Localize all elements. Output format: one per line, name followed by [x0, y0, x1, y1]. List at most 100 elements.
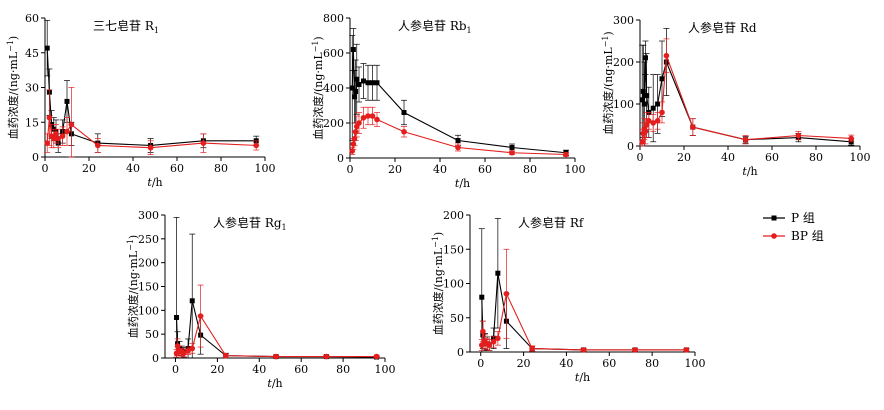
data-point: [64, 128, 70, 135]
panel-title: 人参皂苷 Rf: [518, 215, 585, 230]
data-point: [509, 145, 515, 150]
x-tick-label: 80: [336, 363, 350, 376]
data-point: [640, 88, 646, 94]
series-p: [173, 217, 380, 360]
x-tick-label: 80: [809, 151, 823, 164]
x-tick-label: 60: [602, 357, 616, 370]
series-bp: [173, 284, 380, 360]
data-point: [495, 335, 501, 342]
y-tick-label: 100: [613, 98, 634, 111]
data-point: [742, 136, 749, 143]
y-tick-label: 200: [138, 257, 159, 270]
y-axis-label: 血药浓度/(ng·mL−1): [601, 31, 615, 134]
legend-marker: [771, 215, 777, 221]
y-tick-label: 200: [323, 117, 344, 130]
y-tick-label: 100: [443, 278, 464, 291]
data-point: [174, 343, 181, 349]
data-point: [374, 116, 380, 123]
data-point: [352, 94, 357, 100]
data-point: [273, 353, 279, 360]
data-point: [46, 114, 53, 121]
x-axis-label: t/h: [575, 371, 590, 384]
data-point: [59, 133, 66, 139]
legend-item-p: P 组: [763, 211, 815, 225]
data-point: [659, 109, 665, 116]
data-point: [563, 151, 569, 158]
data-point: [55, 135, 61, 142]
y-tick-label: 100: [138, 304, 159, 317]
y-tick-label: 50: [145, 328, 159, 341]
data-point: [643, 55, 648, 61]
data-point: [639, 97, 645, 103]
x-tick-label: 100: [565, 163, 586, 176]
data-point: [503, 290, 510, 297]
data-point: [365, 113, 371, 119]
x-tick-label: 40: [721, 151, 735, 164]
x-tick-label: 20: [82, 162, 96, 175]
y-tick-label: 0: [627, 140, 634, 153]
x-tick-label: 20: [210, 363, 224, 376]
x-tick-label: 40: [559, 357, 573, 370]
y-tick-label: 150: [443, 243, 464, 256]
y-tick-label: 0: [32, 151, 39, 164]
series-bp: [44, 87, 260, 158]
y-axis-label: 血药浓度/(ng·mL−1): [6, 36, 20, 139]
y-tick-label: 600: [323, 47, 344, 60]
data-point: [650, 120, 656, 126]
data-point: [642, 128, 649, 135]
legend-label: BP 组: [791, 229, 824, 243]
data-point: [350, 141, 357, 147]
data-point: [51, 135, 57, 142]
x-tick-label: 40: [433, 163, 447, 176]
data-point: [53, 131, 59, 137]
y-tick-label: 30: [25, 82, 39, 95]
data-point: [352, 128, 359, 135]
data-point: [644, 93, 650, 99]
data-point: [795, 132, 802, 139]
y-tick-label: 300: [613, 14, 634, 27]
x-tick-label: 80: [645, 357, 659, 370]
x-tick-label: 100: [685, 357, 706, 370]
data-point: [663, 52, 670, 59]
data-point: [356, 82, 362, 87]
panel-title: 人参皂苷 Rb1: [398, 18, 472, 35]
data-point: [690, 124, 696, 130]
panel-title: 人参皂苷 Rd: [688, 20, 757, 35]
x-tick-label: 20: [517, 357, 531, 370]
x-tick-label: 0: [172, 363, 179, 376]
x-tick-label: 100: [255, 162, 276, 175]
chart-panel-2: 0 200 400 600 800 0 20 40 60 80 100 血药浓度/(ng·mL−1) t…: [311, 12, 586, 190]
series-line: [481, 273, 687, 351]
y-tick-label: 200: [443, 209, 464, 222]
data-point: [643, 122, 650, 128]
data-point: [349, 85, 355, 91]
data-point: [253, 142, 259, 149]
data-point: [354, 76, 360, 82]
series-p: [349, 28, 569, 156]
series-line: [175, 314, 377, 358]
data-point: [95, 142, 101, 149]
series-p: [639, 28, 855, 147]
y-tick-label: 250: [138, 233, 159, 246]
x-axis-label: t/h: [147, 176, 162, 189]
axes: [349, 18, 575, 159]
x-tick-label: 80: [214, 162, 228, 175]
data-point: [580, 347, 587, 353]
data-point: [374, 80, 380, 86]
x-tick-label: 60: [765, 151, 779, 164]
series-line: [641, 55, 852, 142]
series-line: [481, 292, 687, 351]
legend-label: P 组: [791, 211, 815, 225]
data-point: [455, 138, 461, 143]
data-point: [486, 342, 493, 348]
x-tick-label: 40: [252, 363, 266, 376]
x-tick-label: 0: [637, 151, 644, 164]
data-point: [369, 113, 376, 119]
data-point: [147, 144, 154, 151]
y-tick-label: 15: [25, 116, 39, 129]
data-point: [490, 338, 497, 345]
series-line: [351, 49, 567, 154]
data-point: [509, 149, 515, 156]
y-tick-label: 50: [450, 312, 464, 325]
